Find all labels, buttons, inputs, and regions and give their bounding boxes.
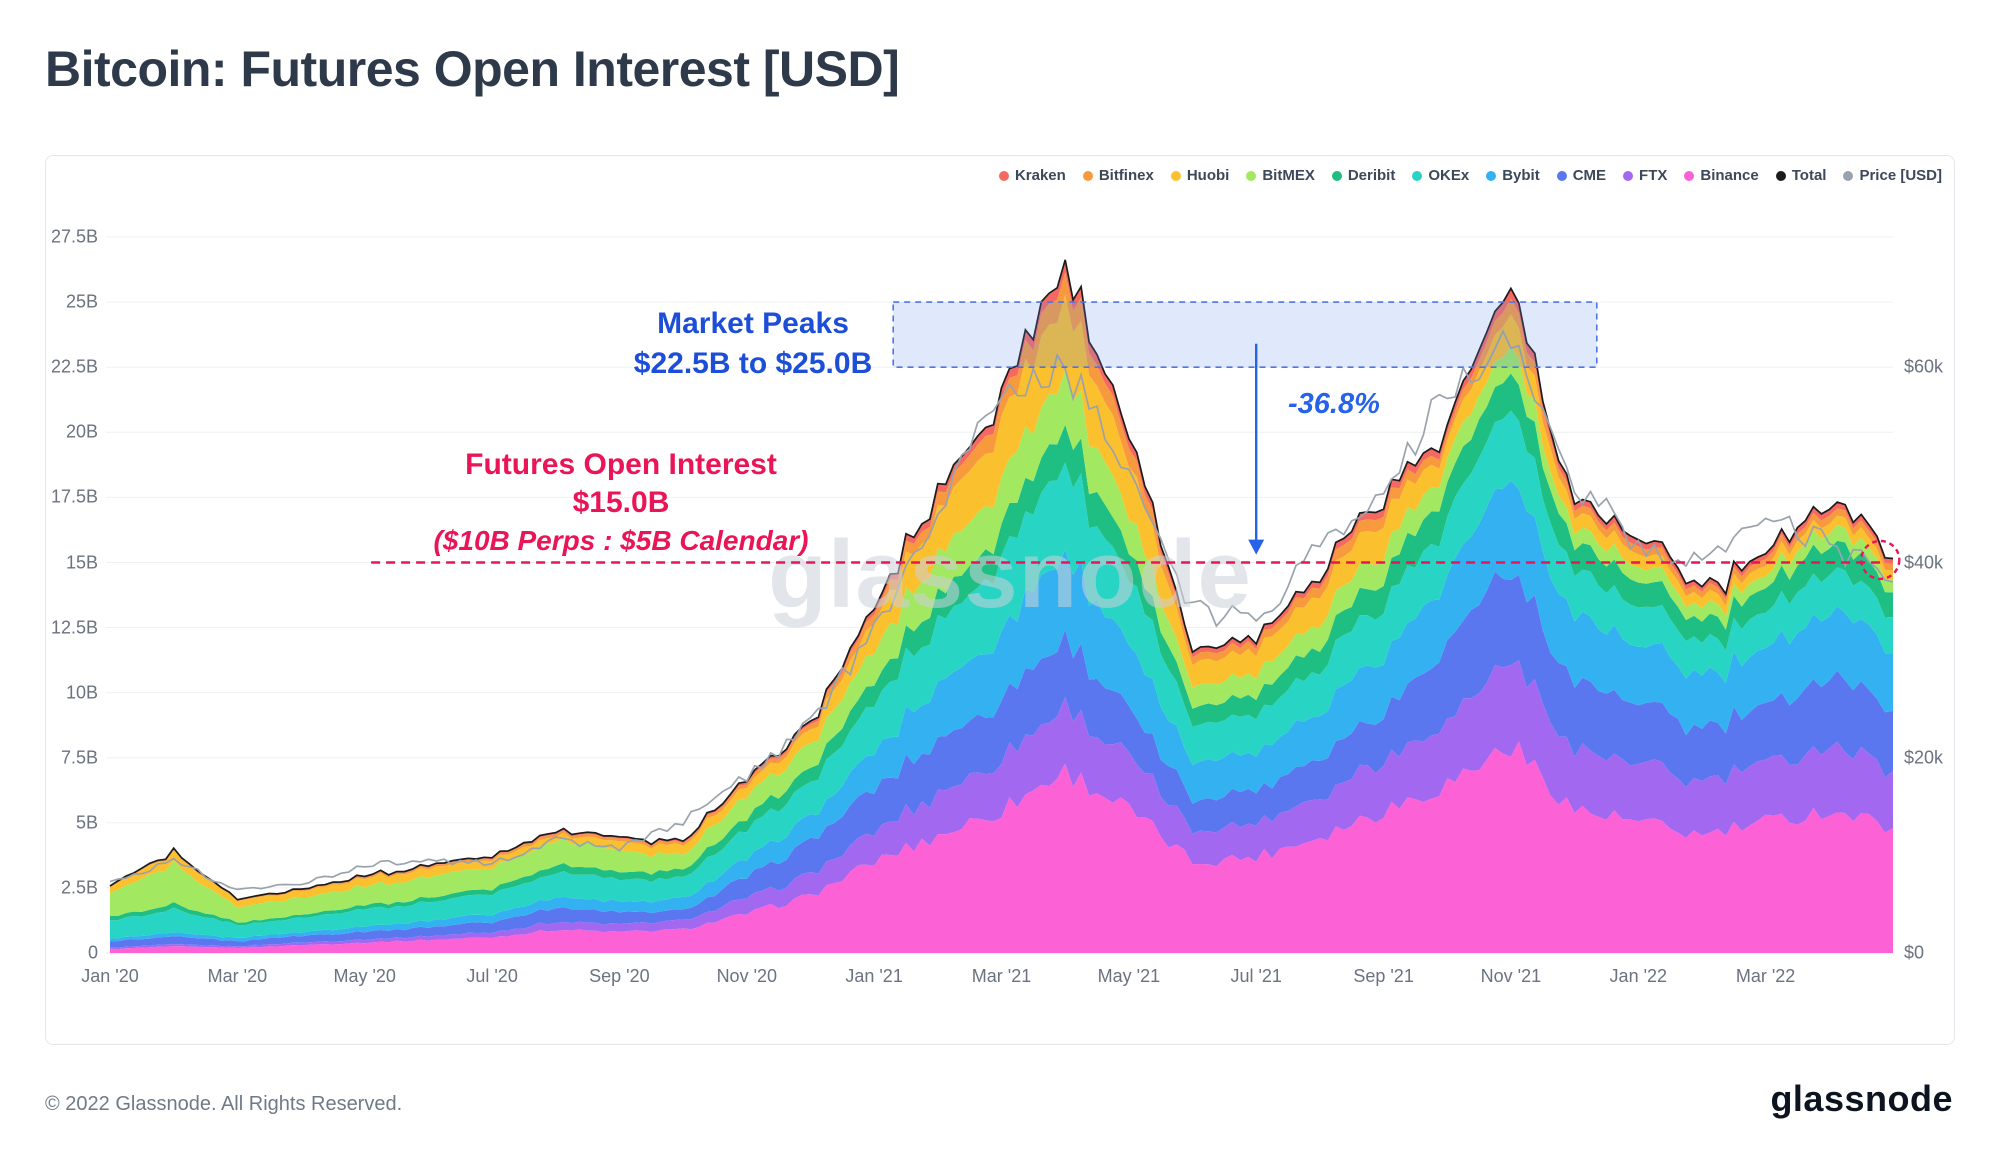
y-tick-label-left: 27.5B	[50, 226, 98, 247]
plot-area[interactable]	[109, 259, 1894, 953]
area-deribit	[110, 373, 1893, 926]
legend-dot-icon	[1246, 170, 1257, 181]
open-interest-line1: Futures Open Interest	[465, 448, 777, 481]
y-tick-label-left: 5B	[75, 812, 98, 833]
open-interest-line2: $15.0B	[572, 486, 670, 519]
y-tick-label-left: 25B	[65, 291, 98, 312]
legend-label: Huobi	[1186, 167, 1230, 184]
market-peaks-line2: $22.5B to $25.0B	[633, 347, 873, 380]
legend-label: Bybit	[1502, 167, 1540, 184]
x-tick-label: Jan '21	[845, 966, 903, 986]
x-tick-label: Jan '20	[81, 966, 139, 986]
x-tick-label: Jul '20	[466, 966, 518, 986]
x-tick-label: Mar '22	[1735, 966, 1796, 986]
legend-label: Bitfinex	[1098, 167, 1154, 184]
x-tick-label: Jan '22	[1609, 966, 1668, 986]
legend-item-binance[interactable]: Binance	[1684, 167, 1759, 184]
area-cme	[110, 571, 1893, 948]
legend-item-okex[interactable]: OKEx	[1412, 167, 1469, 184]
x-tick-label: Nov '20	[716, 966, 778, 986]
copyright-text: © 2022 Glassnode. All Rights Reserved.	[45, 1093, 403, 1115]
legend-label: Price [USD]	[1859, 167, 1942, 184]
total-line	[109, 259, 1894, 901]
legend-label: BitMEX	[1262, 167, 1315, 184]
y-tick-label-left: 22.5B	[50, 356, 98, 377]
y-tick-label-right: $20k	[1904, 747, 1944, 768]
legend-dot-icon	[1623, 170, 1634, 181]
open-interest-annotation: Futures Open Interest $15.0B ($10B Perps…	[391, 446, 851, 560]
area-ftx	[110, 660, 1893, 949]
legend-label: Kraken	[1014, 167, 1066, 184]
glassnode-watermark: glassnode	[768, 521, 1252, 628]
legend-label: Deribit	[1347, 167, 1396, 184]
legend-item-bitmex[interactable]: BitMEX	[1246, 167, 1315, 184]
x-tick-label: Nov '21	[1480, 966, 1542, 986]
x-tick-label: Jul '21	[1230, 966, 1282, 986]
y-tick-label-right: $0	[1904, 942, 1925, 963]
legend-dot-icon	[1556, 170, 1567, 181]
x-tick-label: May '21	[1097, 966, 1161, 986]
x-tick-label: Sep '20	[589, 966, 650, 986]
legend-dot-icon	[1486, 170, 1497, 181]
legend-item-kraken[interactable]: Kraken	[998, 167, 1066, 184]
legend-dot-icon	[1843, 170, 1854, 181]
y-tick-label-left: 0	[87, 942, 98, 963]
drawdown-label: -36.8%	[1288, 388, 1380, 420]
legend-item-ftx[interactable]: FTX	[1623, 167, 1667, 184]
legend-dot-icon	[998, 170, 1009, 181]
y-tick-label-left: 17.5B	[50, 486, 98, 507]
legend-dot-icon	[1170, 170, 1181, 181]
legend-label: FTX	[1639, 167, 1668, 184]
area-binance	[110, 741, 1893, 953]
y-tick-label-right: $40k	[1904, 552, 1944, 572]
y-tick-label-left: 12.5B	[50, 617, 98, 637]
price-line	[109, 329, 1894, 891]
chart-legend: Kraken Bitfinex Huobi BitMEX Deribit OKEx Bybi…	[998, 167, 1942, 184]
open-interest-line3: ($10B Perps : $5B Calendar)	[433, 525, 809, 556]
legend-label: Total	[1791, 167, 1827, 184]
legend-item-bitfinex[interactable]: Bitfinex	[1082, 167, 1154, 184]
y-tick-label-left: 20B	[65, 421, 98, 442]
legend-item-price-usd-[interactable]: Price [USD]	[1843, 167, 1942, 184]
area-huobi	[110, 294, 1893, 908]
glassnode-logo[interactable]: glassnode	[1770, 1078, 1953, 1119]
legend-dot-icon	[1684, 170, 1695, 181]
market-peaks-line1: Market Peaks	[657, 307, 849, 340]
x-tick-label: Sep '21	[1353, 966, 1414, 986]
x-tick-label: May '20	[333, 966, 396, 986]
legend-dot-icon	[1331, 170, 1342, 181]
market-peaks-annotation: Market Peaks $22.5B to $25.0B	[553, 304, 953, 384]
y-tick-label-left: 2.5B	[60, 877, 98, 898]
y-tick-label-right: $60k	[1904, 356, 1944, 377]
legend-item-cme[interactable]: CME	[1556, 167, 1607, 184]
legend-item-deribit[interactable]: Deribit	[1331, 167, 1396, 184]
x-tick-label: Mar '20	[207, 966, 268, 986]
area-okex	[110, 410, 1893, 939]
legend-label: Binance	[1700, 167, 1759, 184]
legend-item-bybit[interactable]: Bybit	[1486, 167, 1540, 184]
legend-item-total[interactable]: Total	[1775, 167, 1827, 184]
legend-label: CME	[1572, 167, 1607, 184]
y-tick-label-left: 10B	[65, 682, 98, 703]
legend-dot-icon	[1082, 170, 1093, 181]
legend-dot-icon	[1775, 170, 1786, 181]
y-tick-label-left: 15B	[65, 552, 98, 572]
legend-dot-icon	[1412, 170, 1423, 181]
page-title: Bitcoin: Futures Open Interest [USD]	[45, 41, 900, 97]
y-tick-label-left: 7.5B	[60, 747, 98, 768]
legend-item-huobi[interactable]: Huobi	[1170, 167, 1230, 184]
legend-label: OKEx	[1428, 167, 1470, 184]
area-bybit	[110, 480, 1893, 942]
x-tick-label: Mar '21	[971, 966, 1032, 986]
